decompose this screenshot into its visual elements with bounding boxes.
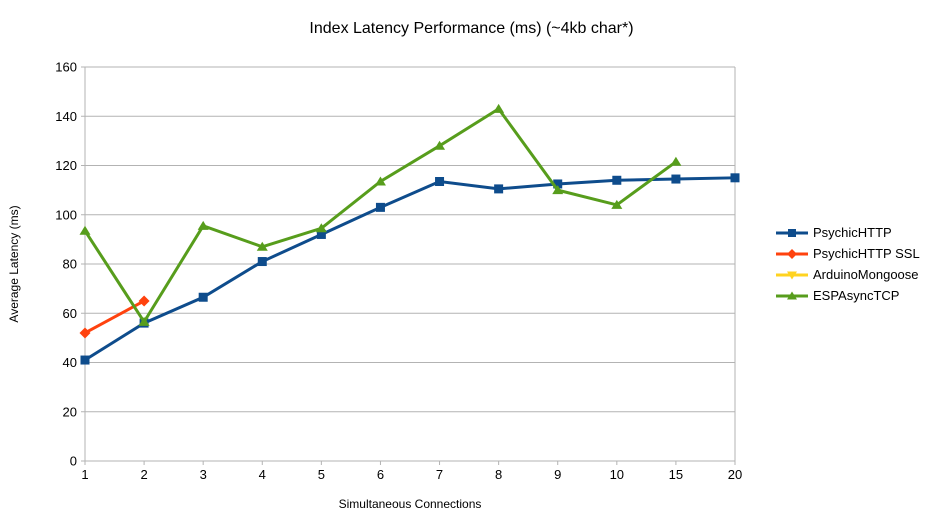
- svg-text:20: 20: [63, 404, 77, 419]
- svg-text:4: 4: [259, 467, 266, 482]
- line-diamond-marker-icon: [776, 248, 808, 259]
- svg-text:8: 8: [495, 467, 502, 482]
- svg-text:6: 6: [377, 467, 384, 482]
- svg-text:10: 10: [610, 467, 624, 482]
- svg-text:5: 5: [318, 467, 325, 482]
- line-square-marker-icon: [776, 228, 808, 237]
- svg-text:7: 7: [436, 467, 443, 482]
- svg-text:80: 80: [63, 257, 77, 272]
- legend: PsychicHTTP PsychicHTTP SSL ArduinoMongo…: [776, 222, 920, 306]
- legend-item-espasynctcp: ESPAsyncTCP: [776, 285, 920, 306]
- svg-text:0: 0: [70, 454, 77, 469]
- svg-text:160: 160: [55, 60, 77, 75]
- legend-label-psychichttp-ssl: PsychicHTTP SSL: [813, 246, 920, 261]
- svg-text:140: 140: [55, 109, 77, 124]
- legend-item-psychichttp-ssl: PsychicHTTP SSL: [776, 243, 920, 264]
- line-triangle-down-marker-icon: [776, 271, 808, 279]
- legend-item-psychichttp: PsychicHTTP: [776, 222, 920, 243]
- svg-text:120: 120: [55, 158, 77, 173]
- svg-text:60: 60: [63, 306, 77, 321]
- legend-item-arduinomongoose: ArduinoMongoose: [776, 264, 920, 285]
- chart-title: Index Latency Performance (ms) (~4kb cha…: [309, 20, 634, 37]
- svg-text:100: 100: [55, 207, 77, 222]
- legend-label-arduinomongoose: ArduinoMongoose: [813, 267, 919, 282]
- svg-text:9: 9: [554, 467, 561, 482]
- svg-text:2: 2: [140, 467, 147, 482]
- y-axis-title: Average Latency (ms): [7, 205, 21, 323]
- svg-text:15: 15: [669, 467, 683, 482]
- legend-label-espasynctcp: ESPAsyncTCP: [813, 288, 900, 303]
- svg-text:1: 1: [81, 467, 88, 482]
- svg-text:20: 20: [728, 467, 742, 482]
- legend-label-psychichttp: PsychicHTTP: [813, 225, 892, 240]
- svg-text:40: 40: [63, 355, 77, 370]
- svg-text:3: 3: [200, 467, 207, 482]
- line-triangle-up-marker-icon: [776, 291, 808, 299]
- x-axis-title: Simultaneous Connections: [338, 497, 482, 511]
